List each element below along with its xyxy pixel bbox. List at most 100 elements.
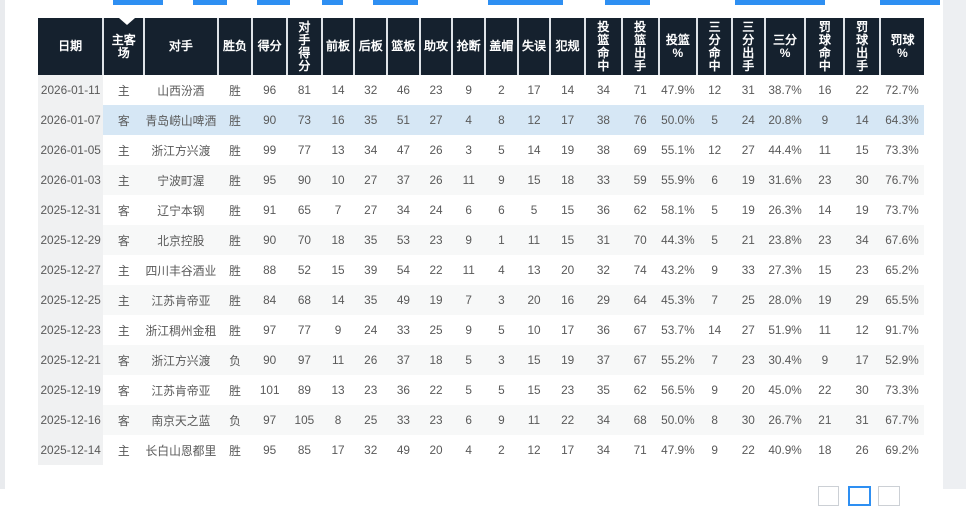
toolbar-button-clipped[interactable] bbox=[322, 0, 343, 5]
stat-cell: 主 bbox=[103, 315, 145, 345]
stat-cell: 89 bbox=[287, 375, 322, 405]
table-row[interactable]: 2026-01-11 主山西汾酒胜 96 81 14 32 46 23 9 2 17 14 34 71 47… bbox=[38, 75, 924, 105]
pagination-button[interactable] bbox=[818, 486, 839, 506]
toolbar-button-clipped[interactable] bbox=[257, 0, 290, 5]
table-row[interactable]: 2025-12-16 客南京天之蓝负 97 105 8 25 33 23 6 9 11 22 34 68 5… bbox=[38, 405, 924, 435]
stat-cell: 负 bbox=[217, 405, 253, 435]
table-row[interactable]: 2026-01-05 主浙江方兴渡胜 99 77 13 34 47 26 3 5 14 19 38 69 5… bbox=[38, 135, 924, 165]
stat-cell: 6 bbox=[485, 195, 518, 225]
stat-cell: 35 bbox=[354, 225, 388, 255]
stat-cell: 胜 bbox=[217, 375, 253, 405]
stat-cell: 14 bbox=[517, 135, 551, 165]
table-row[interactable]: 2025-12-14 主长白山恩都里胜 95 85 17 32 49 20 4 2 12 17 34 71… bbox=[38, 435, 924, 465]
stat-cell: 14 bbox=[321, 75, 355, 105]
table-row[interactable]: 2025-12-21 客浙江方兴渡负 90 97 11 26 37 18 5 3 15 19 37 67 5… bbox=[38, 345, 924, 375]
stat-cell: 20 bbox=[550, 255, 586, 285]
stat-cell: 97 bbox=[287, 345, 322, 375]
stat-cell: 26.7% bbox=[764, 405, 806, 435]
toolbar-button-clipped[interactable] bbox=[373, 0, 418, 5]
table-row[interactable]: 2025-12-31 客辽宁本钢胜 91 65 7 27 34 24 6 6 5 15 36 62 58.1… bbox=[38, 195, 924, 225]
toolbar-button-clipped[interactable] bbox=[193, 0, 227, 5]
table-row[interactable]: 2025-12-29 客北京控股胜 90 70 18 35 53 23 9 1 11 15 31 70 44… bbox=[38, 225, 924, 255]
stat-cell: 84 bbox=[252, 285, 288, 315]
stat-cell: 45.0% bbox=[764, 375, 806, 405]
table-row[interactable]: 2026-01-07 客青岛崂山啤酒胜 90 73 16 35 51 27 4 8 12 17 38 76… bbox=[38, 105, 924, 135]
stat-cell: 20 bbox=[517, 285, 551, 315]
stat-cell: 3 bbox=[485, 285, 518, 315]
stat-cell: 11 bbox=[452, 255, 486, 285]
stat-cell: 4 bbox=[452, 105, 486, 135]
stats-table: 日期 主客 场对手 胜负 得分对 手 得 分前板 后板 篮板 助攻 抢断 盖帽 失误 犯规投 篮 命… bbox=[38, 18, 924, 465]
stat-cell: 70 bbox=[287, 225, 322, 255]
stat-cell: 64 bbox=[621, 285, 659, 315]
stat-cell: 65.2% bbox=[879, 255, 924, 285]
toolbar-button-clipped[interactable] bbox=[735, 0, 825, 5]
stat-cell: 5 bbox=[452, 345, 486, 375]
stat-cell: 74 bbox=[621, 255, 659, 285]
stat-cell: 7 bbox=[697, 345, 732, 375]
stat-cell: 23 bbox=[354, 375, 388, 405]
stat-cell: 主 bbox=[103, 135, 145, 165]
column-header: 罚 球 出 手 bbox=[844, 18, 881, 75]
toolbar-button-clipped[interactable] bbox=[605, 0, 650, 5]
toolbar-button-clipped[interactable] bbox=[113, 0, 163, 5]
stat-cell: 21 bbox=[805, 405, 845, 435]
stat-cell: 6 bbox=[452, 195, 486, 225]
stat-cell: 15 bbox=[517, 375, 551, 405]
stat-cell: 54 bbox=[387, 255, 420, 285]
stat-cell: 44.4% bbox=[764, 135, 806, 165]
stat-cell: 19 bbox=[550, 135, 586, 165]
stat-cell: 2 bbox=[485, 75, 518, 105]
stat-cell: 浙江方兴渡 bbox=[144, 135, 218, 165]
stat-cell: 18 bbox=[805, 435, 845, 465]
stat-cell: 30 bbox=[731, 405, 765, 435]
stat-cell: 101 bbox=[252, 375, 288, 405]
stat-cell: 88 bbox=[252, 255, 288, 285]
table-row[interactable]: 2025-12-27 主四川丰谷酒业胜 88 52 15 39 54 22 11 4 13 20 32 7… bbox=[38, 255, 924, 285]
stat-cell: 32 bbox=[585, 255, 622, 285]
stat-cell: 65.5% bbox=[879, 285, 924, 315]
stat-cell: 四川丰谷酒业 bbox=[144, 255, 218, 285]
stat-cell: 96 bbox=[252, 75, 288, 105]
stat-cell: 30 bbox=[844, 165, 880, 195]
column-header: 助攻 bbox=[419, 18, 454, 75]
stat-cell: 14 bbox=[805, 195, 845, 225]
column-header: 对手 bbox=[144, 18, 219, 75]
stat-cell: 31 bbox=[585, 225, 622, 255]
stat-cell: 12 bbox=[517, 435, 551, 465]
stat-cell: 19 bbox=[550, 345, 586, 375]
stat-cell: 9 bbox=[485, 405, 518, 435]
date-cell: 2026-01-03 bbox=[38, 165, 104, 195]
stat-cell: 5 bbox=[697, 195, 732, 225]
stat-cell: 浙江方兴渡 bbox=[144, 345, 218, 375]
stat-cell: 51.9% bbox=[764, 315, 806, 345]
stat-cell: 13 bbox=[321, 135, 355, 165]
table-row[interactable]: 2026-01-03 主宁波町渥胜 95 90 10 27 37 26 11 9 15 18 33 59 5… bbox=[38, 165, 924, 195]
stat-cell: 9 bbox=[321, 315, 355, 345]
stat-cell: 99 bbox=[252, 135, 288, 165]
stat-cell: 37 bbox=[387, 165, 420, 195]
stat-cell: 47.9% bbox=[658, 435, 698, 465]
toolbar-button-clipped[interactable] bbox=[880, 0, 940, 5]
date-cell: 2025-12-21 bbox=[38, 345, 104, 375]
stat-cell: 73.7% bbox=[879, 195, 924, 225]
table-row[interactable]: 2025-12-19 客江苏肯帝亚胜 101 89 13 23 36 22 5 5 15 23 35 62… bbox=[38, 375, 924, 405]
stat-cell: 17 bbox=[517, 75, 551, 105]
stat-cell: 江苏肯帝亚 bbox=[144, 285, 218, 315]
stat-cell: 30.4% bbox=[764, 345, 806, 375]
pagination-button[interactable] bbox=[878, 486, 900, 506]
toolbar-button-clipped[interactable] bbox=[488, 0, 563, 5]
stat-cell: 44.3% bbox=[658, 225, 698, 255]
stat-cell: 25 bbox=[354, 405, 388, 435]
table-row[interactable]: 2025-12-25 主江苏肯帝亚胜 84 68 14 35 49 19 7 3 20 16 29 64 4… bbox=[38, 285, 924, 315]
pagination-button-active[interactable] bbox=[848, 486, 871, 506]
stat-cell: 25 bbox=[731, 285, 765, 315]
stat-cell: 12 bbox=[697, 75, 732, 105]
stat-cell: 27 bbox=[731, 135, 765, 165]
stat-cell: 23 bbox=[550, 375, 586, 405]
stat-cell: 7 bbox=[321, 195, 355, 225]
stat-cell: 11 bbox=[805, 135, 845, 165]
table-row[interactable]: 2025-12-23 主浙江稠州金租胜 97 77 9 24 33 25 9 5 10 17 36 67 5… bbox=[38, 315, 924, 345]
stat-cell: 73 bbox=[287, 105, 322, 135]
stat-cell: 17 bbox=[550, 105, 586, 135]
